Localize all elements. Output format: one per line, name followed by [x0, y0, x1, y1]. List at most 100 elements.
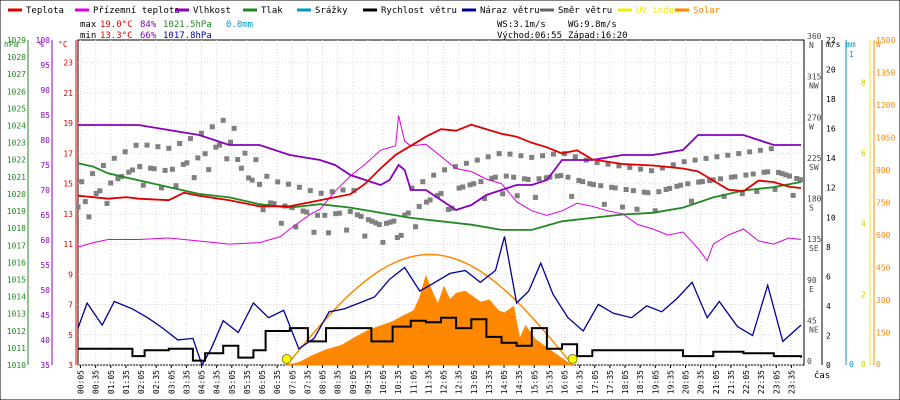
- solar-tick-label: 0: [876, 360, 881, 369]
- hum-tick-label: 40: [40, 336, 50, 345]
- wind-dir-point: [198, 130, 204, 136]
- x-tick-label: 21:35: [727, 370, 736, 394]
- wind-dir-point: [235, 157, 241, 162]
- ground-temp-line: [77, 115, 802, 262]
- press-tick-label: 1018: [7, 224, 26, 233]
- x-tick-label: 19:35: [666, 370, 675, 394]
- wind-dir-point: [757, 147, 763, 153]
- wind-dir-point: [467, 182, 473, 188]
- rain-axis-unit: mm: [846, 40, 856, 49]
- hum-tick-label: 75: [40, 161, 50, 170]
- press-tick-label: 1013: [7, 310, 26, 319]
- x-tick-label: 00:35: [92, 370, 101, 394]
- wind-dir-point: [228, 139, 233, 145]
- dir-tick-label: 225: [807, 154, 822, 163]
- wind-dir-point: [797, 177, 803, 183]
- press-tick-label: 1027: [7, 70, 26, 79]
- wind-dir-point: [627, 165, 633, 170]
- x-tick-label: 11:05: [409, 370, 418, 394]
- wind-dir-point: [278, 220, 284, 226]
- x-tick-label: 01:05: [107, 370, 116, 394]
- x-axis-title: čas: [814, 370, 830, 381]
- legend-label: Směr větru: [558, 6, 612, 16]
- stat-rain: 0.0mm: [226, 20, 253, 30]
- x-tick-label: 22:05: [742, 370, 751, 394]
- uv-tick-label: 4: [861, 220, 866, 229]
- dir-tick-label: 315: [807, 73, 822, 82]
- wind-dir-point: [623, 187, 629, 192]
- wind-dir-point: [572, 154, 578, 160]
- wind-dir-point: [416, 204, 422, 209]
- press-tick-label: 1014: [7, 293, 26, 302]
- x-tick-label: 12:05: [440, 370, 449, 394]
- wind-dir-point: [514, 193, 520, 199]
- wind-dir-point: [159, 185, 164, 191]
- dir-compass-label: W: [809, 122, 814, 131]
- press-tick-label: 1025: [7, 104, 26, 113]
- wind-dir-point: [790, 192, 796, 198]
- wind-speed-line: [78, 316, 802, 362]
- wind-dir-point: [656, 189, 662, 195]
- stat-min-label: min: [80, 31, 96, 41]
- dir-compass-label: NW: [809, 82, 819, 91]
- wind-dir-point: [420, 179, 426, 185]
- legend: Teplota Přízemní teplota Vlhkost Tlak Srážky…: [8, 6, 721, 16]
- press-tick-label: 1029: [7, 36, 26, 45]
- x-tick-label: 15:35: [545, 370, 554, 394]
- press-tick-label: 1016: [7, 258, 26, 267]
- stat-min-hum: 66%: [140, 31, 157, 41]
- wind-dir-point: [554, 173, 560, 179]
- wind-dir-point: [130, 167, 135, 173]
- x-tick-label: 18:05: [621, 370, 630, 394]
- wind-dir-point: [612, 185, 618, 191]
- wind-dir-point: [445, 206, 451, 212]
- wind-dir-point: [576, 178, 582, 183]
- wind-dir-point: [765, 169, 771, 175]
- press-tick-label: 1017: [7, 241, 26, 250]
- press-tick-label: 1022: [7, 156, 26, 165]
- wind-dir-point: [739, 191, 745, 197]
- x-tick-label: 08:35: [334, 370, 343, 394]
- wind-dir-point: [126, 169, 132, 175]
- wind-dir-point: [674, 183, 680, 189]
- x-tick-label: 14:35: [515, 370, 524, 394]
- wind-dir-point: [649, 168, 654, 174]
- uv-tick-label: 0: [861, 360, 866, 369]
- wind-dir-point: [304, 209, 310, 215]
- temp-tick-label: 21: [63, 89, 73, 98]
- wind-dir-point: [434, 193, 440, 199]
- wind-dir-point: [177, 141, 183, 146]
- wind-dir-point: [511, 174, 517, 180]
- wind-dir-point: [558, 173, 564, 179]
- wind-dir-point: [253, 157, 259, 163]
- x-tick-label: 06:05: [258, 370, 267, 394]
- wind-dir-point: [151, 166, 157, 172]
- stats-block: max 19.0°C 84% 1021.5hPa 0.0mm min 13.3°C 66% 10…: [80, 20, 628, 52]
- hum-tick-label: 85: [40, 111, 50, 120]
- wind-dir-point: [659, 165, 665, 171]
- x-tick-label: 18:35: [636, 370, 645, 394]
- temp-tick-label: 7: [68, 301, 73, 310]
- x-tick-label: 00:05: [77, 370, 86, 394]
- wind-dir-point: [707, 178, 713, 183]
- wind-dir-point: [387, 219, 393, 225]
- wind-dir-point: [431, 172, 437, 178]
- stat-min-press: 1017.8hPa: [163, 31, 212, 41]
- wind-dir-point: [471, 181, 477, 187]
- wind-dir-point: [714, 154, 720, 160]
- wind-tick-label: 12: [826, 184, 836, 193]
- legend-entry: UV index: [618, 6, 680, 16]
- wind-dir-point: [213, 144, 219, 150]
- stat-max-label: max: [80, 20, 97, 30]
- dir-tick-label: 45: [807, 316, 817, 325]
- wind-dir-point: [336, 210, 342, 216]
- stat-max-press: 1021.5hPa: [163, 20, 212, 30]
- wind-dir-point: [609, 184, 615, 190]
- hum-tick-label: 70: [40, 186, 50, 195]
- wind-dir-point: [246, 175, 252, 181]
- x-tick-label: 13:05: [470, 370, 479, 394]
- left-axes: hPa% °C 1010 1011 1012 1013 1014 1015 1016 1017 10…: [4, 36, 77, 370]
- wind-dir-point: [670, 162, 676, 168]
- uv-marker: [567, 354, 578, 364]
- x-tick-label: 13:35: [485, 370, 494, 394]
